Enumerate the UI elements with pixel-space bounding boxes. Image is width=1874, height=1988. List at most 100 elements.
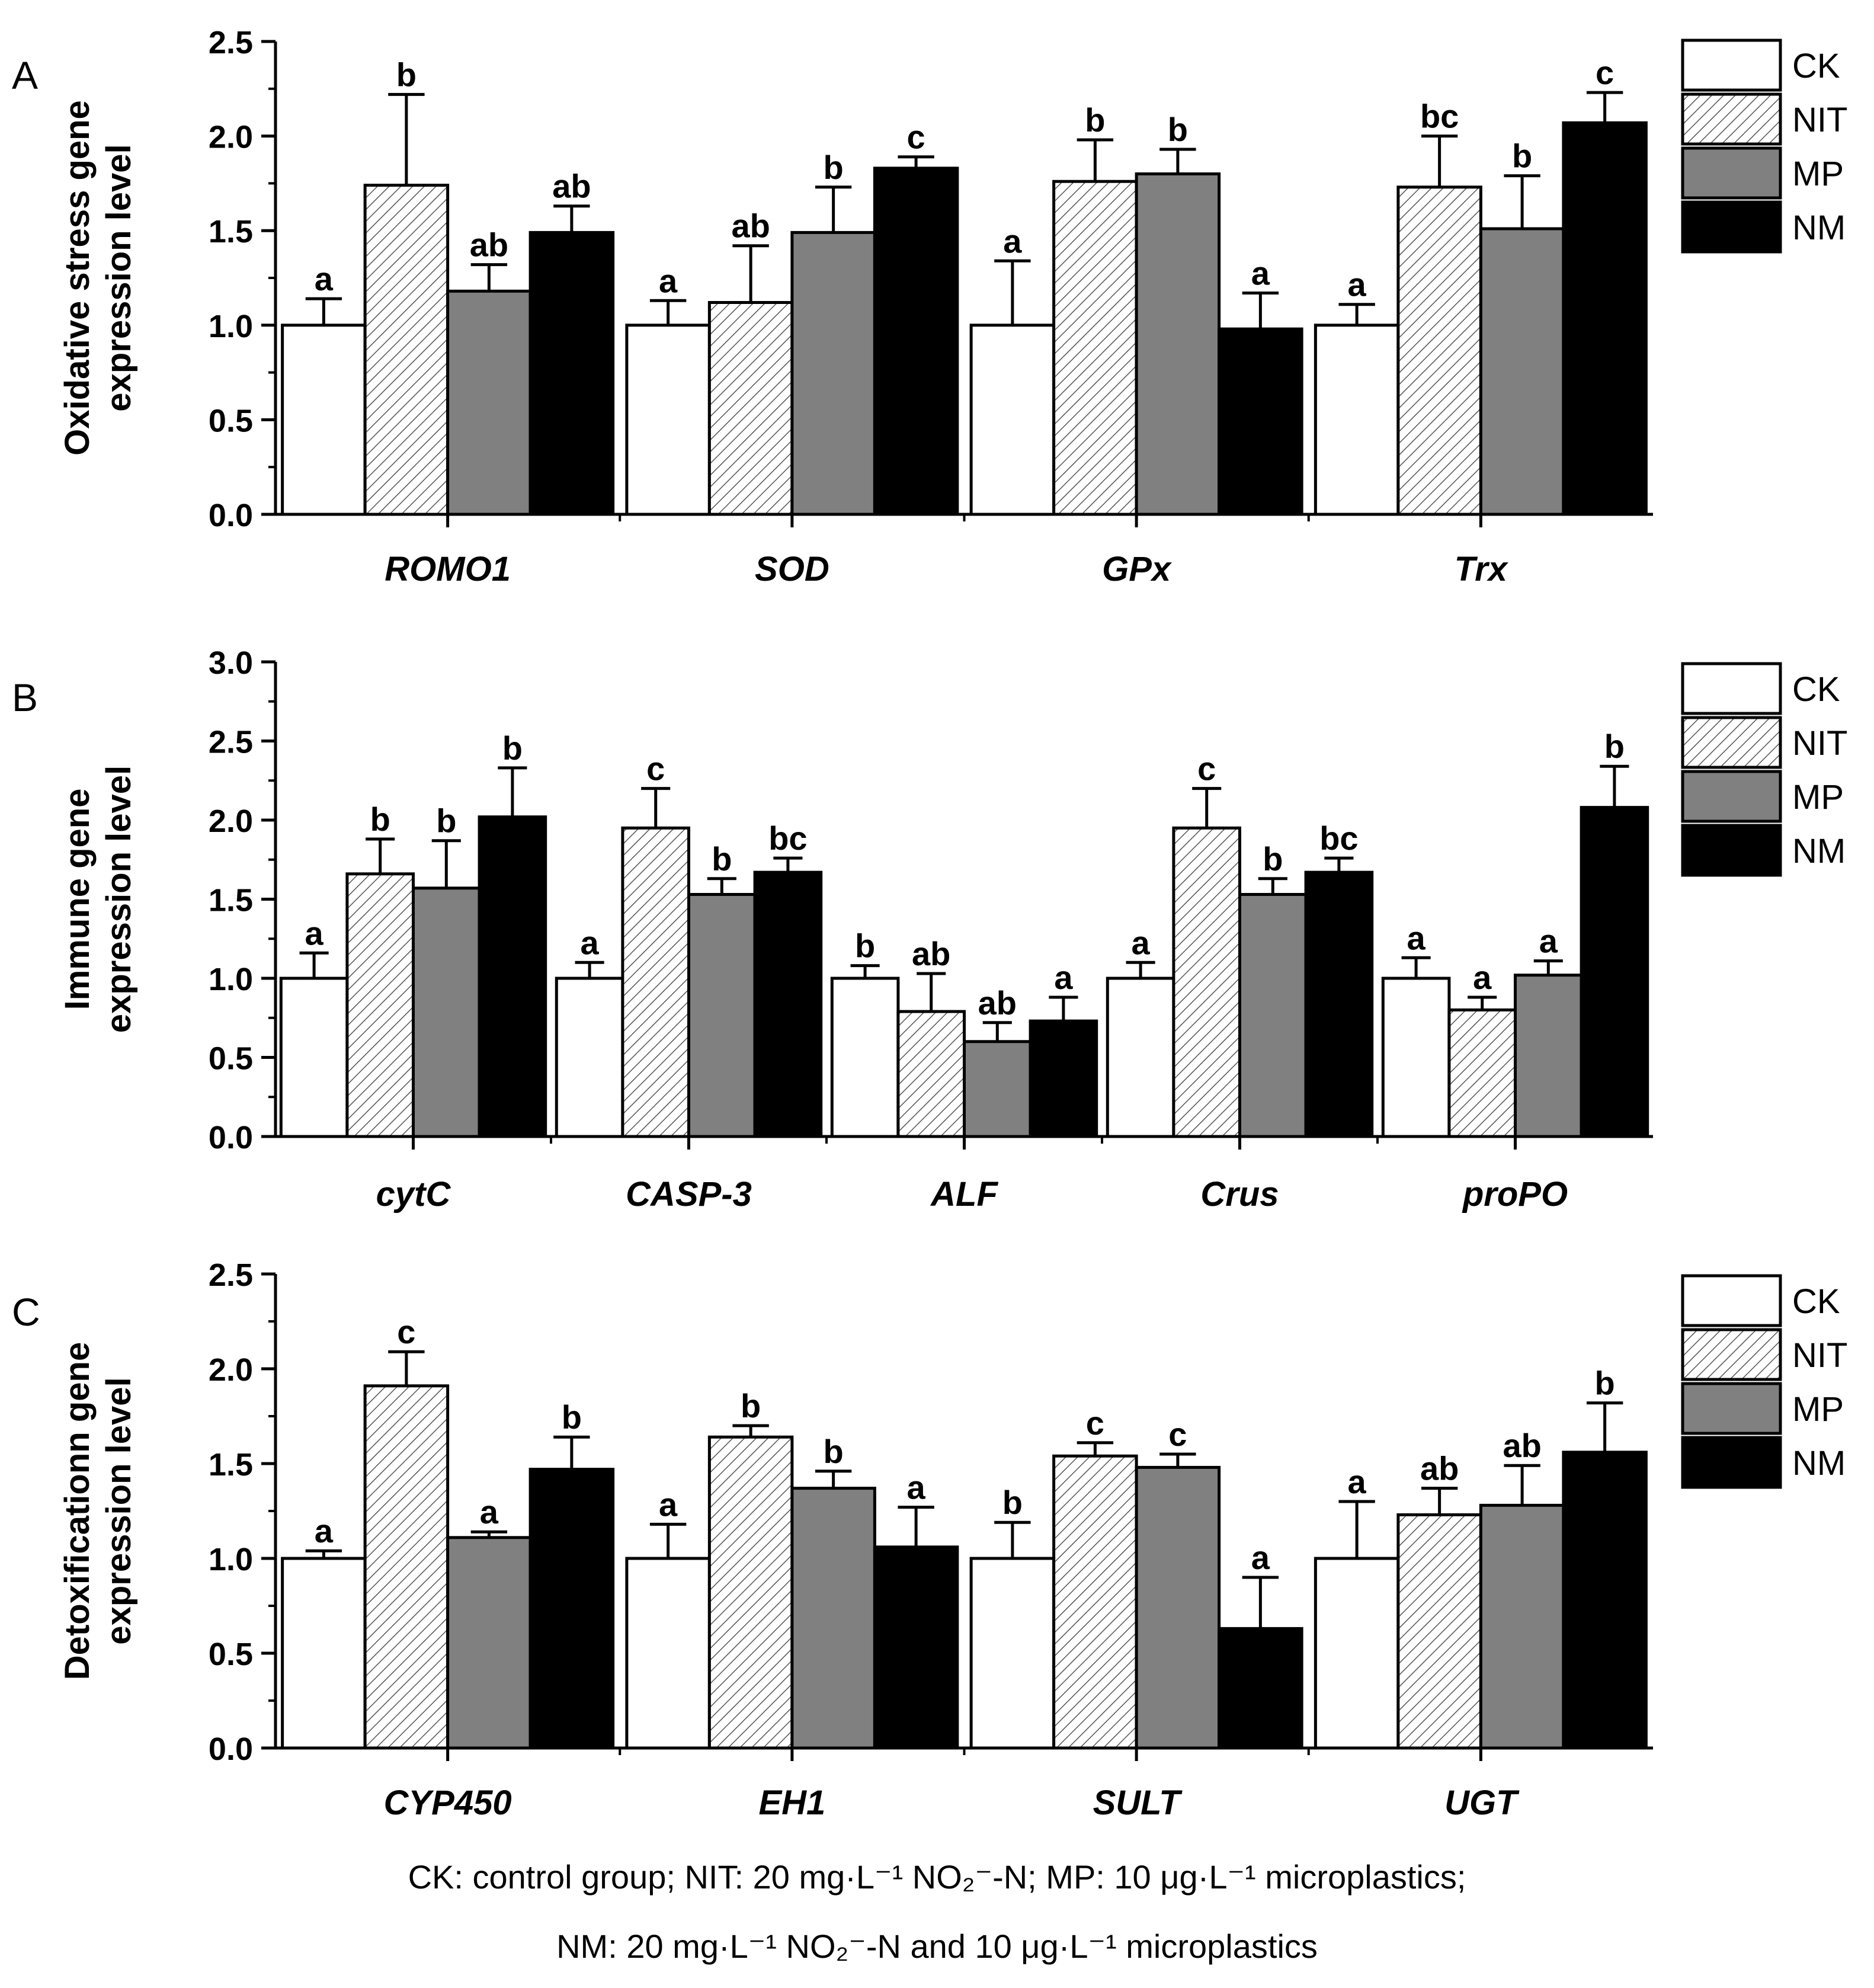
significance-letter: b: [562, 1398, 582, 1436]
panel-label: C: [12, 1290, 40, 1334]
bar-NIT: [363, 1384, 450, 1750]
bar-NIT: [1396, 1513, 1482, 1750]
significance-letter: c: [1596, 54, 1614, 91]
significance-letter: a: [581, 924, 600, 961]
y-tick-label: 0.0: [209, 1731, 253, 1767]
significance-letter: b: [396, 56, 417, 93]
legend-swatch-NM: [1681, 824, 1782, 877]
significance-letter: ab: [912, 935, 950, 972]
legend-label: NM: [1792, 1444, 1846, 1483]
x-tick-label: UGT: [1444, 1784, 1520, 1822]
bar-NM: [1218, 1627, 1303, 1750]
y-axis-title: expression level: [100, 144, 138, 411]
bar-CK: [1381, 977, 1451, 1138]
significance-letter: c: [397, 1313, 415, 1350]
y-tick-label: 2.5: [209, 1257, 253, 1293]
legend-swatch-CK: [1681, 39, 1782, 92]
bar-MP: [1479, 1503, 1565, 1750]
significance-letter: ab: [1503, 1427, 1541, 1464]
bar-CK: [279, 977, 349, 1138]
bar-NM: [873, 167, 959, 516]
bar-NIT: [707, 300, 794, 516]
significance-letter: a: [907, 1469, 926, 1506]
bar-NM: [753, 870, 823, 1138]
bar-MP: [1514, 974, 1583, 1138]
bar-NM: [1562, 121, 1648, 516]
significance-letter: c: [1086, 1404, 1104, 1442]
y-tick-label: 2.5: [209, 25, 253, 60]
bar-CK: [969, 1557, 1056, 1750]
x-tick-label: CYP450: [384, 1784, 512, 1822]
significance-letter: b: [502, 729, 523, 767]
significance-letter: a: [1251, 255, 1270, 292]
bar-NIT: [1447, 1008, 1517, 1138]
bar-NIT: [363, 184, 450, 516]
legend-label: NM: [1792, 832, 1846, 870]
significance-letter: a: [315, 260, 334, 297]
y-tick-label: 1.5: [209, 883, 253, 918]
significance-letter: c: [1197, 750, 1216, 787]
legend-label: NM: [1792, 209, 1846, 247]
bar-MP: [446, 1536, 532, 1750]
y-tick-label: 1.5: [209, 214, 253, 249]
legend-swatch-NIT: [1681, 1328, 1782, 1381]
legend-swatch-NIT: [1681, 716, 1782, 769]
panel-label: B: [12, 676, 38, 719]
legend-label: CK: [1792, 47, 1840, 85]
significance-letter: a: [1407, 919, 1426, 956]
x-tick-label: proPO: [1462, 1175, 1568, 1214]
bar-NM: [1562, 1451, 1648, 1750]
significance-letter: b: [1085, 101, 1105, 139]
bar-NIT: [1052, 180, 1138, 516]
y-tick-label: 1.0: [209, 309, 253, 344]
y-axis-title: Immune gene: [58, 789, 97, 1010]
x-tick-label: SOD: [755, 550, 829, 588]
legend-label: MP: [1792, 778, 1844, 817]
significance-letter: b: [824, 149, 844, 186]
significance-letter: c: [1168, 1416, 1187, 1453]
legend-swatch-NM: [1681, 200, 1782, 254]
bar-NIT: [621, 826, 691, 1138]
bar-CK: [281, 324, 367, 516]
y-axis-title: Detoxificationn gene: [58, 1342, 97, 1680]
bar-MP: [1238, 892, 1308, 1138]
x-tick-label: Trx: [1455, 550, 1509, 588]
bar-CK: [1314, 324, 1400, 516]
significance-letter: b: [1168, 111, 1188, 148]
bar-NM: [1029, 1019, 1098, 1138]
significance-letter: a: [305, 914, 324, 952]
x-tick-label: GPx: [1102, 550, 1173, 588]
bar-MP: [1135, 1465, 1221, 1750]
bar-CK: [625, 1557, 711, 1750]
bar-MP: [446, 289, 532, 516]
significance-letter: ab: [731, 207, 770, 245]
significance-letter: a: [315, 1512, 334, 1550]
significance-letter: ab: [978, 984, 1017, 1022]
significance-letter: ab: [1420, 1450, 1459, 1487]
significance-letter: a: [1348, 266, 1367, 303]
panel-B: B Immune gene expression level 0.0 0.5 1.0 1.5…: [12, 645, 1847, 1214]
bar-NIT: [1172, 826, 1242, 1138]
significance-letter: b: [436, 802, 456, 840]
significance-letter: a: [659, 1486, 678, 1523]
legend-swatch-MP: [1681, 146, 1782, 200]
significance-letter: b: [741, 1387, 761, 1424]
y-tick-label: 0.5: [209, 403, 253, 438]
bar-MP: [687, 892, 757, 1138]
significance-letter: bc: [768, 819, 807, 857]
significance-letter: b: [1512, 137, 1532, 175]
legend-swatch-MP: [1681, 1382, 1782, 1435]
significance-letter: b: [370, 801, 390, 838]
caption-line-2: NM: 20 mg·L⁻¹ NO₂⁻-N and 10 μg·L⁻¹ micro…: [556, 1928, 1318, 1965]
significance-letter: a: [1348, 1463, 1367, 1500]
significance-letter: b: [712, 840, 732, 878]
significance-letter: a: [480, 1493, 499, 1531]
panel-A: A Oxidative stress gene expression level 0.…: [12, 25, 1847, 588]
bar-NM: [528, 1468, 615, 1750]
y-tick-label: 1.0: [209, 1542, 253, 1577]
significance-letter: a: [1003, 222, 1022, 260]
bar-MP: [790, 1487, 876, 1750]
legend-label: MP: [1792, 1390, 1844, 1429]
significance-letter: b: [1604, 728, 1625, 765]
